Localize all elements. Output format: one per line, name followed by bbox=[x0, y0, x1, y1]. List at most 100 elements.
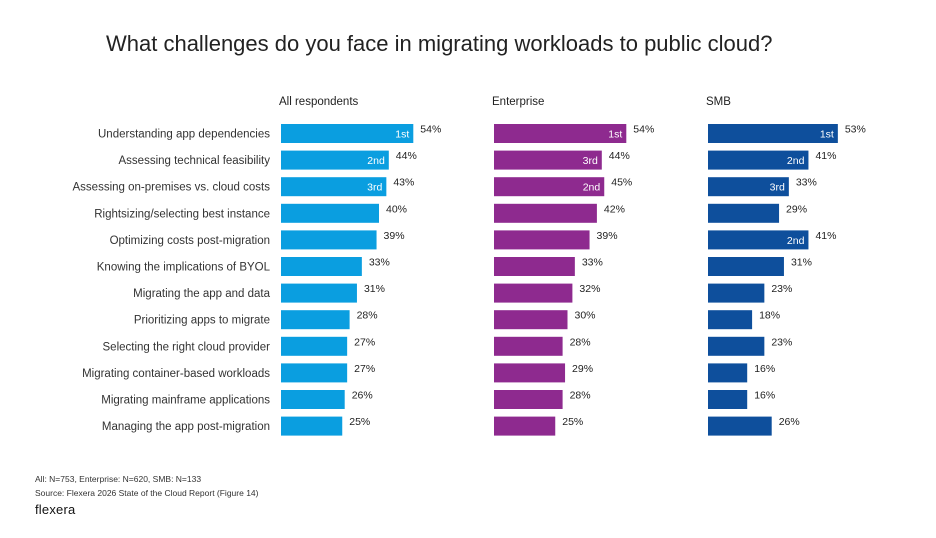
rank-label-all-respondents: 3rd bbox=[367, 182, 382, 194]
value-label-all-respondents: 40% bbox=[386, 203, 407, 215]
value-label-enterprise: 25% bbox=[562, 416, 583, 428]
value-label-smb: 53% bbox=[845, 124, 866, 136]
value-label-enterprise: 42% bbox=[604, 203, 625, 215]
value-label-all-respondents: 25% bbox=[349, 416, 370, 428]
bar-enterprise-assessing-on-premises-vs-cloud-costs bbox=[494, 177, 605, 197]
sample-size-note: All: N=753, Enterprise: N=620, SMB: N=13… bbox=[35, 474, 202, 484]
brand-logo: flexera bbox=[35, 502, 76, 517]
bar-smb-managing-the-app-post-migration bbox=[708, 416, 772, 436]
bar-all-respondents-assessing-on-premises-vs-cloud-costs bbox=[281, 177, 387, 197]
value-label-enterprise: 39% bbox=[597, 230, 618, 242]
source-note: Source: Flexera 2026 State of the Cloud … bbox=[35, 488, 259, 498]
value-label-enterprise: 44% bbox=[609, 150, 630, 162]
category-label-migrating-the-app-and-data: Migrating the app and data bbox=[133, 288, 270, 300]
value-label-enterprise: 33% bbox=[582, 257, 603, 269]
category-label-knowing-the-implications-of-byol: Knowing the implications of BYOL bbox=[97, 262, 271, 274]
value-label-smb: 26% bbox=[779, 416, 800, 428]
bar-all-respondents-managing-the-app-post-migration bbox=[281, 416, 343, 436]
bar-smb-prioritizing-apps-to-migrate bbox=[708, 310, 753, 330]
bar-enterprise-managing-the-app-post-migration bbox=[494, 416, 556, 436]
value-label-all-respondents: 31% bbox=[364, 283, 385, 295]
bar-all-respondents-rightsizing-selecting-best-instance bbox=[281, 203, 379, 223]
bar-all-respondents-migrating-the-app-and-data bbox=[281, 283, 357, 303]
bar-all-respondents-assessing-technical-feasibility bbox=[281, 150, 389, 170]
value-label-smb: 16% bbox=[754, 363, 775, 375]
bar-all-respondents-migrating-mainframe-applications bbox=[281, 390, 345, 409]
category-label-rightsizing-selecting-best-instance: Rightsizing/selecting best instance bbox=[94, 208, 270, 220]
rank-label-smb: 1st bbox=[820, 129, 834, 141]
category-label-assessing-on-premises-vs-cloud-costs: Assessing on-premises vs. cloud costs bbox=[73, 182, 271, 194]
bar-smb-optimizing-costs-post-migration bbox=[708, 230, 809, 250]
value-label-enterprise: 45% bbox=[611, 177, 632, 189]
value-label-all-respondents: 33% bbox=[369, 257, 390, 269]
series-header-smb: SMB bbox=[706, 96, 731, 108]
bar-smb-assessing-technical-feasibility bbox=[708, 150, 809, 170]
rank-label-enterprise: 2nd bbox=[583, 182, 601, 194]
value-label-enterprise: 29% bbox=[572, 363, 593, 375]
category-label-assessing-technical-feasibility: Assessing technical feasibility bbox=[119, 155, 271, 167]
chart-title: What challenges do you face in migrating… bbox=[106, 31, 773, 56]
category-label-managing-the-app-post-migration: Managing the app post-migration bbox=[102, 421, 270, 433]
bar-smb-migrating-mainframe-applications bbox=[708, 390, 748, 409]
bar-smb-migrating-container-based-workloads bbox=[708, 363, 748, 383]
value-label-smb: 29% bbox=[786, 203, 807, 215]
bar-all-respondents-understanding-app-dependencies bbox=[281, 124, 414, 143]
value-label-enterprise: 28% bbox=[570, 336, 591, 348]
category-label-migrating-mainframe-applications: Migrating mainframe applications bbox=[101, 395, 270, 407]
bar-smb-migrating-the-app-and-data bbox=[708, 283, 765, 303]
rank-label-enterprise: 1st bbox=[608, 129, 622, 141]
bar-smb-understanding-app-dependencies bbox=[708, 124, 838, 143]
category-label-migrating-container-based-workloads: Migrating container-based workloads bbox=[82, 368, 270, 380]
category-label-understanding-app-dependencies: Understanding app dependencies bbox=[98, 129, 270, 141]
rank-label-all-respondents: 2nd bbox=[367, 155, 385, 167]
rank-label-enterprise: 3rd bbox=[583, 155, 598, 167]
value-label-all-respondents: 26% bbox=[352, 390, 373, 402]
rank-label-smb: 2nd bbox=[787, 235, 805, 247]
category-label-selecting-the-right-cloud-provider: Selecting the right cloud provider bbox=[103, 341, 271, 353]
value-label-enterprise: 30% bbox=[575, 310, 596, 322]
bar-enterprise-rightsizing-selecting-best-instance bbox=[494, 203, 597, 223]
value-label-enterprise: 54% bbox=[633, 124, 654, 136]
bar-enterprise-migrating-mainframe-applications bbox=[494, 390, 563, 409]
bar-enterprise-understanding-app-dependencies bbox=[494, 124, 627, 143]
value-label-smb: 16% bbox=[754, 390, 775, 402]
bar-all-respondents-prioritizing-apps-to-migrate bbox=[281, 310, 350, 330]
series-header-enterprise: Enterprise bbox=[492, 96, 544, 108]
bar-smb-rightsizing-selecting-best-instance bbox=[708, 203, 780, 223]
value-label-all-respondents: 44% bbox=[396, 150, 417, 162]
value-label-smb: 18% bbox=[759, 310, 780, 322]
bar-all-respondents-selecting-the-right-cloud-provider bbox=[281, 336, 348, 356]
value-label-smb: 33% bbox=[796, 177, 817, 189]
bar-enterprise-knowing-the-implications-of-byol bbox=[494, 257, 575, 276]
category-label-optimizing-costs-post-migration: Optimizing costs post-migration bbox=[110, 235, 270, 247]
value-label-all-respondents: 54% bbox=[420, 124, 441, 136]
bar-enterprise-selecting-the-right-cloud-provider bbox=[494, 336, 563, 356]
bar-enterprise-migrating-the-app-and-data bbox=[494, 283, 573, 303]
value-label-all-respondents: 39% bbox=[384, 230, 405, 242]
value-label-smb: 23% bbox=[771, 336, 792, 348]
bar-smb-knowing-the-implications-of-byol bbox=[708, 257, 784, 276]
bar-all-respondents-knowing-the-implications-of-byol bbox=[281, 257, 362, 276]
category-label-prioritizing-apps-to-migrate: Prioritizing apps to migrate bbox=[134, 315, 270, 327]
rank-label-smb: 3rd bbox=[770, 182, 785, 194]
value-label-enterprise: 32% bbox=[579, 283, 600, 295]
value-label-smb: 41% bbox=[815, 150, 836, 162]
value-label-smb: 23% bbox=[771, 283, 792, 295]
bar-enterprise-optimizing-costs-post-migration bbox=[494, 230, 590, 250]
series-header-all-respondents: All respondents bbox=[279, 96, 359, 108]
bar-all-respondents-migrating-container-based-workloads bbox=[281, 363, 348, 383]
value-label-smb: 41% bbox=[815, 230, 836, 242]
bar-enterprise-prioritizing-apps-to-migrate bbox=[494, 310, 568, 330]
rank-label-smb: 2nd bbox=[787, 155, 805, 167]
value-label-all-respondents: 43% bbox=[393, 177, 414, 189]
value-label-all-respondents: 28% bbox=[357, 310, 378, 322]
value-label-all-respondents: 27% bbox=[354, 363, 375, 375]
bar-enterprise-assessing-technical-feasibility bbox=[494, 150, 602, 170]
bar-smb-selecting-the-right-cloud-provider bbox=[708, 336, 765, 356]
value-label-enterprise: 28% bbox=[570, 390, 591, 402]
value-label-smb: 31% bbox=[791, 257, 812, 269]
bar-smb-assessing-on-premises-vs-cloud-costs bbox=[708, 177, 789, 197]
bar-all-respondents-optimizing-costs-post-migration bbox=[281, 230, 377, 250]
rank-label-all-respondents: 1st bbox=[395, 129, 409, 141]
